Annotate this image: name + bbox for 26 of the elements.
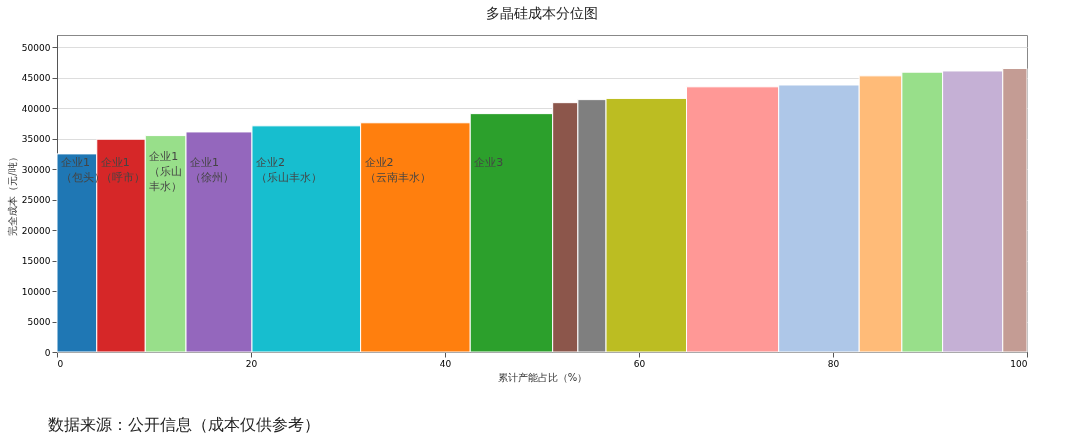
y-tick-label: 15000 bbox=[21, 256, 51, 267]
y-tick-label: 10000 bbox=[21, 286, 51, 297]
annotation: 企业1（乐山丰水） bbox=[149, 149, 183, 193]
annotation: 企业1（徐州） bbox=[190, 155, 235, 184]
y-tick-label: 45000 bbox=[21, 73, 51, 84]
source-note: 数据来源：公开信息（成本仅供参考） bbox=[48, 415, 320, 434]
x-axis-title: 累计产能占比（%） bbox=[497, 371, 588, 383]
y-tick-label: 40000 bbox=[21, 103, 51, 114]
annotation: 企业2（云南丰水） bbox=[364, 155, 431, 184]
y-tick-label: 30000 bbox=[21, 164, 51, 175]
y-tick-label: 20000 bbox=[21, 225, 51, 236]
y-tick-label: 50000 bbox=[21, 42, 51, 53]
x-tick-label: 20 bbox=[245, 358, 258, 369]
annotation: 企业2（乐山丰水） bbox=[255, 155, 322, 184]
x-tick-label: 60 bbox=[633, 358, 646, 369]
x-tick-label: 0 bbox=[57, 358, 64, 369]
y-axis-title: 完全成本（元/吨） bbox=[6, 152, 18, 236]
annotation: 企业3 bbox=[474, 155, 504, 169]
x-tick-label: 80 bbox=[827, 358, 840, 369]
y-tick-label: 5000 bbox=[27, 317, 51, 328]
chart-title: 多晶硅成本分位图 bbox=[486, 5, 598, 21]
x-tick-label: 100 bbox=[1010, 358, 1028, 369]
x-tick-label: 40 bbox=[439, 358, 452, 369]
y-tick-label: 0 bbox=[44, 347, 51, 358]
y-tick-label: 25000 bbox=[21, 195, 51, 206]
y-tick-label: 35000 bbox=[21, 134, 51, 145]
